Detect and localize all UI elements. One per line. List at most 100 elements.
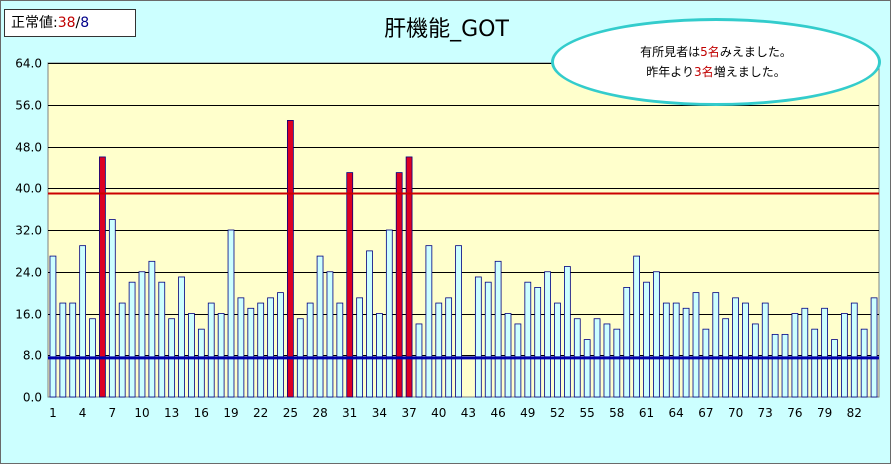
bar (633, 255, 640, 398)
bar (653, 271, 660, 398)
bar (178, 276, 185, 398)
bar (316, 255, 324, 398)
bar (544, 271, 551, 398)
bar (227, 229, 235, 398)
bar (79, 245, 87, 398)
bar (554, 302, 561, 398)
x-tick-label: 46 (490, 406, 505, 420)
bar (59, 302, 67, 398)
y-tick-label: 32.0 (15, 224, 42, 238)
x-tick-label: 67 (698, 406, 713, 420)
bar (732, 297, 739, 398)
bar (494, 260, 502, 398)
y-tick-label: 8.0 (23, 349, 42, 363)
x-tick-label: 13 (164, 406, 179, 420)
bar (662, 302, 670, 398)
bar (128, 281, 136, 398)
bar (821, 307, 828, 398)
y-tick-label: 64.0 (15, 57, 42, 71)
callout-increase-count: 3名 (694, 65, 714, 79)
x-tick-label: 49 (520, 406, 535, 420)
bar (277, 292, 284, 398)
normal-separator: / (75, 15, 81, 31)
x-tick-label: 34 (372, 406, 387, 420)
bar (207, 302, 215, 398)
bar (692, 292, 700, 398)
y-tick-label: 24.0 (15, 266, 42, 280)
bar (435, 302, 443, 398)
x-tick-label: 40 (431, 406, 446, 420)
x-tick-label: 82 (847, 406, 862, 420)
bar (474, 276, 482, 398)
x-tick-label: 73 (758, 406, 773, 420)
bar (188, 313, 195, 398)
bar (415, 323, 423, 398)
bar (841, 313, 848, 398)
x-tick-label: 64 (669, 406, 684, 420)
x-tick-label: 52 (550, 406, 565, 420)
x-tick-label: 25 (283, 406, 298, 420)
x-tick-label: 7 (108, 406, 116, 420)
bar (603, 323, 611, 398)
bar (702, 328, 710, 398)
bar (366, 250, 373, 398)
bar (623, 287, 631, 398)
callout-line-2-post: 増えました。 (713, 65, 786, 79)
bar (831, 339, 838, 398)
bar (761, 302, 769, 398)
bar (613, 328, 621, 398)
abnormal-bar (395, 172, 403, 398)
x-tick-label: 28 (312, 406, 327, 420)
callout-line-1-pre: 有所見者は (640, 45, 701, 59)
y-tick-label: 0.0 (23, 391, 42, 405)
bar (69, 302, 77, 398)
bar (336, 302, 344, 398)
callout-line-2-pre: 昨年より (646, 65, 695, 79)
y-tick-label: 40.0 (15, 182, 42, 196)
bar (217, 313, 225, 398)
bar (385, 229, 393, 398)
bar (742, 302, 749, 398)
bar (445, 297, 453, 398)
total-count: 8 (80, 15, 90, 31)
bar (306, 302, 314, 398)
bar (267, 297, 274, 398)
x-tick-label: 55 (580, 406, 595, 420)
bar (247, 307, 255, 398)
bar (583, 339, 591, 398)
bar (801, 307, 809, 398)
normal-value-box: 正常値:38/8 (4, 9, 136, 37)
x-tick-label: 61 (639, 406, 654, 420)
bar (791, 313, 799, 398)
y-tick-label: 56.0 (15, 99, 42, 113)
bar (672, 302, 680, 398)
callout-abnormal-count: 5名 (700, 45, 720, 59)
x-tick-label: 37 (401, 406, 416, 420)
x-tick-label: 1 (49, 406, 57, 420)
bar (158, 281, 166, 398)
abnormal-bar (99, 156, 106, 398)
bar (484, 281, 492, 398)
bar (356, 297, 364, 398)
bar (326, 271, 334, 398)
bar (534, 287, 542, 398)
bar (564, 266, 571, 398)
x-tick-label: 31 (342, 406, 357, 420)
x-tick-label: 58 (609, 406, 624, 420)
callout-line-1: 有所見者は5名みえました。 (554, 43, 878, 60)
bar (682, 307, 690, 398)
x-tick-label: 4 (79, 406, 87, 420)
bar (138, 271, 146, 398)
bar (751, 323, 759, 398)
x-tick-label: 79 (817, 406, 832, 420)
callout-line-2: 昨年より3名増えました。 (554, 63, 878, 80)
bar (49, 255, 57, 398)
bar (514, 323, 522, 398)
bar (850, 302, 858, 398)
bar (108, 219, 116, 398)
x-tick-label: 70 (728, 406, 743, 420)
abnormal-bar (287, 120, 294, 398)
bar (860, 328, 868, 398)
bar (870, 297, 878, 398)
